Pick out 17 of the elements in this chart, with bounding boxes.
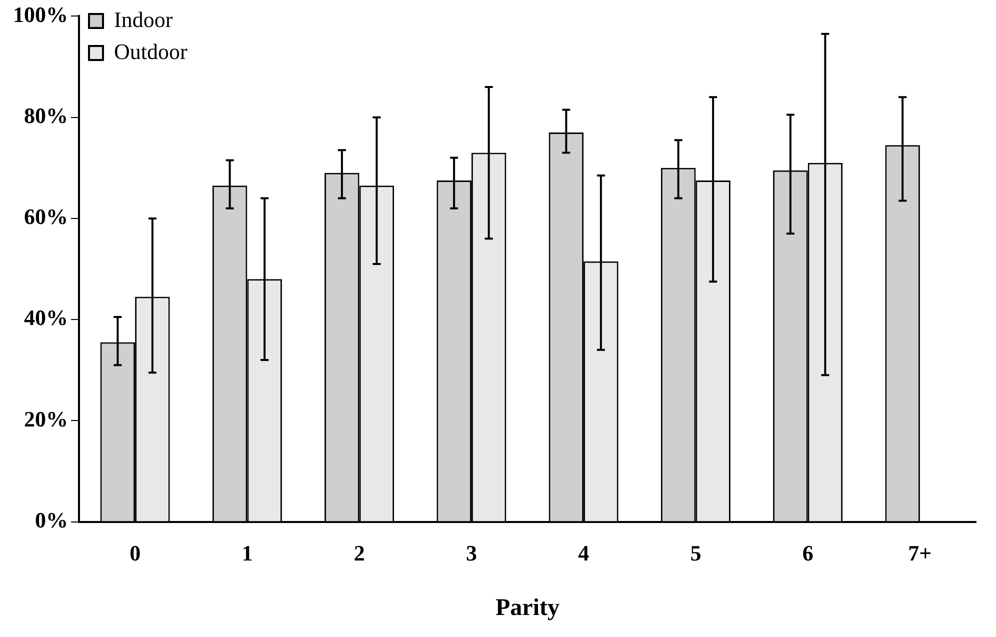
x-tick-label: 6 — [802, 540, 814, 566]
x-tick-label: 3 — [466, 540, 477, 566]
y-tick-label: 0% — [35, 507, 68, 532]
x-tick-label: 1 — [242, 540, 253, 566]
x-tick-label: 7+ — [908, 540, 932, 566]
x-tick-label: 5 — [690, 540, 702, 566]
y-tick-label: 60% — [24, 204, 68, 230]
legend-label: Outdoor — [114, 38, 188, 64]
x-tick-label: 0 — [130, 540, 141, 566]
x-tick-label: 4 — [578, 540, 590, 566]
y-tick-label: 80% — [24, 103, 68, 128]
x-tick-label: 2 — [354, 540, 365, 566]
y-tick-label: 100% — [13, 2, 68, 27]
y-tick-label: 20% — [24, 406, 68, 432]
y-tick-label: 40% — [24, 305, 68, 330]
legend-label: Indoor — [114, 6, 174, 32]
x-axis-title: Parity — [496, 594, 560, 621]
